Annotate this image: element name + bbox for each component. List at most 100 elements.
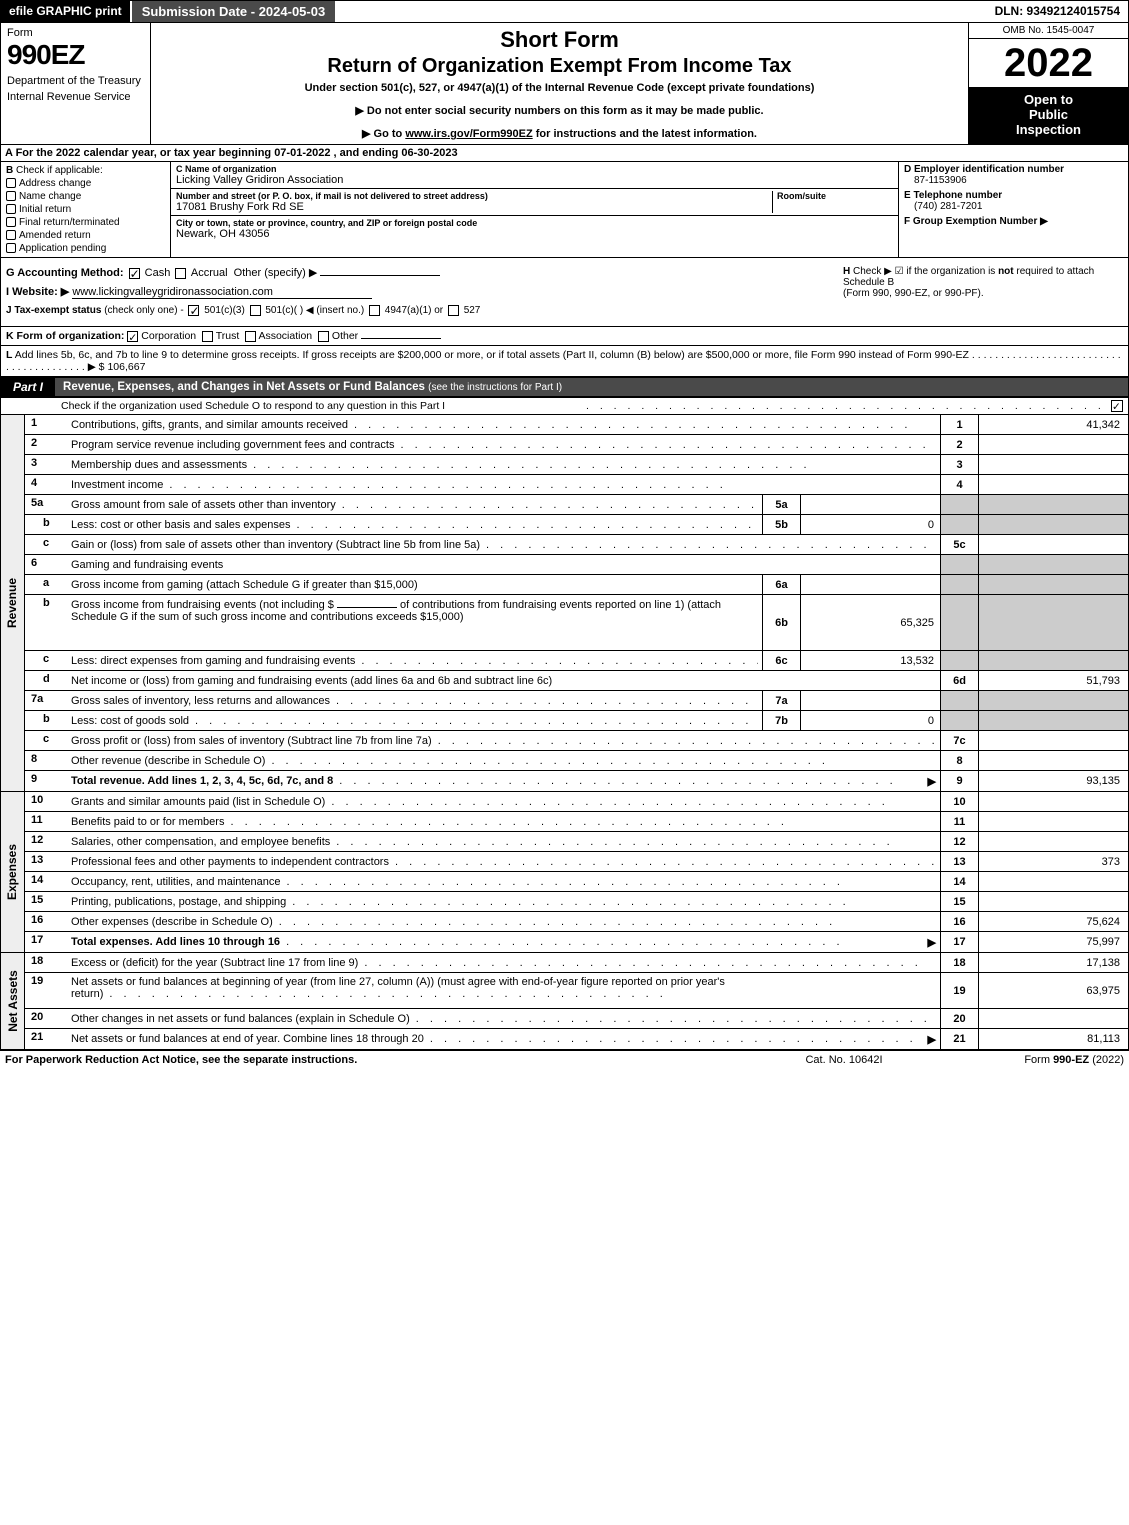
desc-text: Program service revenue including govern… bbox=[71, 439, 394, 451]
checkbox-icon bbox=[6, 243, 16, 253]
page-footer: For Paperwork Reduction Act Notice, see … bbox=[0, 1050, 1129, 1069]
g-accrual-checkbox[interactable] bbox=[175, 268, 186, 279]
h-label: H bbox=[843, 266, 850, 277]
j-501c-checkbox[interactable] bbox=[250, 305, 261, 316]
desc-text: Gross profit or (loss) from sales of inv… bbox=[71, 735, 432, 747]
desc-text: Other revenue (describe in Schedule O) bbox=[71, 755, 265, 767]
line-6c: c Less: direct expenses from gaming and … bbox=[25, 651, 1128, 671]
f-label: F Group Exemption Number ▶ bbox=[904, 216, 1123, 227]
k-assoc-checkbox[interactable] bbox=[245, 331, 256, 342]
desc: Less: cost or other basis and sales expe… bbox=[67, 515, 762, 534]
desc-text: Professional fees and other payments to … bbox=[71, 856, 389, 868]
end-amt: 51,793 bbox=[978, 671, 1128, 690]
g-accounting: G Accounting Method: Cash Accrual Other … bbox=[6, 266, 833, 279]
d-label: D Employer identification number bbox=[904, 164, 1123, 175]
e-label: E Telephone number bbox=[904, 190, 1123, 201]
desc: Printing, publications, postage, and shi… bbox=[67, 892, 940, 911]
line-6a: a Gross income from gaming (attach Sched… bbox=[25, 575, 1128, 595]
end-ln: 15 bbox=[940, 892, 978, 911]
desc: Gross sales of inventory, less returns a… bbox=[67, 691, 762, 710]
k-other-checkbox[interactable] bbox=[318, 331, 329, 342]
desc-text: Benefits paid to or for members bbox=[71, 816, 224, 828]
end-amt: 63,975 bbox=[978, 973, 1128, 1008]
line-7c: c Gross profit or (loss) from sales of i… bbox=[25, 731, 1128, 751]
j-501c: 501(c)( ) ◀ (insert no.) bbox=[265, 305, 364, 316]
k-other-input[interactable] bbox=[361, 338, 441, 339]
l-label: L bbox=[6, 349, 12, 361]
g-accrual-label: Accrual bbox=[191, 267, 228, 279]
b-opt-name-change[interactable]: Name change bbox=[6, 191, 165, 202]
l-amount: 106,667 bbox=[107, 361, 145, 373]
part-1-subtitle: (see the instructions for Part I) bbox=[428, 382, 562, 393]
b-opt-initial-return[interactable]: Initial return bbox=[6, 204, 165, 215]
b-opt-address-change[interactable]: Address change bbox=[6, 178, 165, 189]
mid-amt: 65,325 bbox=[800, 595, 940, 650]
efile-label[interactable]: efile GRAPHIC print bbox=[1, 1, 130, 22]
b-opt-label: Initial return bbox=[19, 204, 71, 215]
netassets-label: Net Assets bbox=[6, 970, 20, 1032]
j-527-checkbox[interactable] bbox=[448, 305, 459, 316]
end-ln-grey bbox=[940, 555, 978, 574]
ln: 18 bbox=[25, 953, 67, 972]
j-4947-checkbox[interactable] bbox=[369, 305, 380, 316]
revenue-section: Revenue 1 Contributions, gifts, grants, … bbox=[0, 415, 1129, 792]
j-527: 527 bbox=[464, 305, 481, 316]
dots: . . . . . . . . . . . . . . . . . . . . … bbox=[297, 519, 758, 531]
h-text3: (Form 990, 990-EZ, or 990-PF). bbox=[843, 288, 984, 299]
end-amt: 75,997 bbox=[978, 932, 1128, 952]
end-amt: 41,342 bbox=[978, 415, 1128, 434]
part-1-check-line: Check if the organization used Schedule … bbox=[0, 398, 1129, 415]
c-city-label: City or town, state or province, country… bbox=[176, 218, 893, 228]
line-9: 9 Total revenue. Add lines 1, 2, 3, 4, 5… bbox=[25, 771, 1128, 791]
end-ln: 18 bbox=[940, 953, 978, 972]
c-street-row: Number and street (or P. O. box, if mail… bbox=[171, 189, 898, 216]
revenue-side-label: Revenue bbox=[1, 415, 25, 791]
end-ln: 9 bbox=[940, 771, 978, 791]
ln: 19 bbox=[25, 973, 67, 1008]
ln: d bbox=[25, 671, 67, 690]
desc-text: Occupancy, rent, utilities, and maintena… bbox=[71, 876, 281, 888]
b-opt-label: Amended return bbox=[19, 230, 91, 241]
fundraising-blank[interactable] bbox=[337, 607, 397, 608]
end-amt bbox=[978, 892, 1128, 911]
footer-catalog: Cat. No. 10642I bbox=[744, 1054, 944, 1066]
end-amt-grey bbox=[978, 515, 1128, 534]
end-amt bbox=[978, 731, 1128, 750]
b-opt-pending[interactable]: Application pending bbox=[6, 243, 165, 254]
k-trust-checkbox[interactable] bbox=[202, 331, 213, 342]
c-street-label: Number and street (or P. O. box, if mail… bbox=[176, 191, 768, 201]
instruction-goto: ▶ Go to www.irs.gov/Form990EZ for instru… bbox=[161, 127, 958, 140]
b-opt-final-return[interactable]: Final return/terminated bbox=[6, 217, 165, 228]
desc-text: Contributions, gifts, grants, and simila… bbox=[71, 419, 348, 431]
c-name-label: C Name of organization bbox=[176, 164, 893, 174]
j-501c3-checkbox[interactable] bbox=[188, 305, 199, 316]
line-2: 2 Program service revenue including gove… bbox=[25, 435, 1128, 455]
part-1-checkbox[interactable]: ✓ bbox=[1111, 400, 1123, 412]
desc-text: Gross income from gaming (attach Schedul… bbox=[71, 579, 418, 591]
end-ln: 11 bbox=[940, 812, 978, 831]
goto-link[interactable]: www.irs.gov/Form990EZ bbox=[405, 128, 532, 140]
b-opt-amended[interactable]: Amended return bbox=[6, 230, 165, 241]
ln: 17 bbox=[25, 932, 67, 952]
g-other-input[interactable] bbox=[320, 275, 440, 276]
line-7a: 7a Gross sales of inventory, less return… bbox=[25, 691, 1128, 711]
k-corp-checkbox[interactable]: ✓ bbox=[127, 331, 138, 342]
end-ln: 6d bbox=[940, 671, 978, 690]
k-trust: Trust bbox=[216, 330, 240, 342]
ln: 11 bbox=[25, 812, 67, 831]
ln: 5a bbox=[25, 495, 67, 514]
i-website-val[interactable]: www.lickingvalleygridironassociation.com bbox=[72, 286, 372, 299]
desc-text: Other changes in net assets or fund bala… bbox=[71, 1013, 410, 1025]
c-room-label: Room/suite bbox=[777, 191, 893, 201]
line-4: 4 Investment income. . . . . . . . . . .… bbox=[25, 475, 1128, 495]
desc: Program service revenue including govern… bbox=[67, 435, 940, 454]
checkbox-icon bbox=[6, 178, 16, 188]
end-ln: 8 bbox=[940, 751, 978, 770]
line-15: 15 Printing, publications, postage, and … bbox=[25, 892, 1128, 912]
ln: 2 bbox=[25, 435, 67, 454]
ln: c bbox=[25, 651, 67, 670]
ln: 4 bbox=[25, 475, 67, 494]
g-cash-checkbox[interactable] bbox=[129, 268, 140, 279]
submission-date: Submission Date - 2024-05-03 bbox=[130, 1, 338, 22]
k-assoc: Association bbox=[258, 330, 312, 342]
